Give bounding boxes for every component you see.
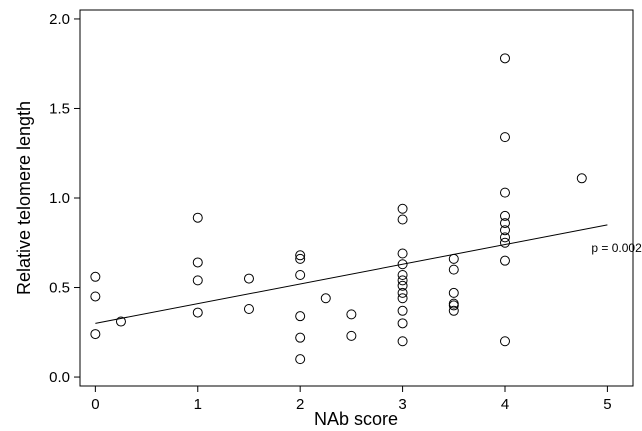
data-point: [397, 336, 408, 347]
data-point: [499, 210, 510, 221]
y-tick-label: 1.0: [49, 190, 70, 207]
x-axis-label: NAb score: [314, 409, 398, 429]
data-point: [397, 280, 408, 291]
data-point: [499, 237, 510, 248]
data-point: [397, 287, 408, 298]
data-point: [346, 309, 357, 320]
data-point: [192, 275, 203, 286]
data-point: [295, 253, 306, 264]
data-point: [295, 354, 306, 365]
y-tick-label: 1.5: [49, 100, 70, 117]
data-point: [448, 305, 459, 316]
data-point: [295, 250, 306, 261]
x-tick-label: 5: [603, 396, 611, 413]
data-point: [448, 300, 459, 311]
data-point: [295, 332, 306, 343]
data-point: [499, 225, 510, 236]
y-tick-label: 0.0: [49, 369, 70, 386]
data-point: [397, 305, 408, 316]
x-tick-label: 2: [296, 396, 304, 413]
data-point: [320, 293, 331, 304]
y-tick-label: 0.5: [49, 280, 70, 297]
data-point: [192, 212, 203, 223]
data-point: [397, 318, 408, 329]
data-point: [397, 259, 408, 270]
data-point: [448, 253, 459, 264]
x-tick-label: 3: [398, 396, 406, 413]
data-point: [243, 273, 254, 284]
x-tick-label: 0: [91, 396, 99, 413]
data-point: [192, 307, 203, 318]
regression-line-group: [95, 224, 608, 324]
data-point: [346, 330, 357, 341]
p-value-annotation: p = 0.002: [591, 241, 642, 255]
data-point: [192, 257, 203, 268]
data-point: [397, 248, 408, 259]
data-point: [397, 293, 408, 304]
data-point: [397, 275, 408, 286]
y-tick-label: 2.0: [49, 11, 70, 28]
data-point: [499, 232, 510, 243]
data-point: [499, 187, 510, 198]
data-point: [90, 271, 101, 282]
x-tick-label: 4: [501, 396, 509, 413]
data-point: [397, 269, 408, 280]
data-point: [115, 316, 126, 327]
y-axis-label: Relative telomere length: [14, 101, 34, 295]
data-point: [90, 291, 101, 302]
x-tick-label: 1: [194, 396, 202, 413]
x-axis: 0 1 2 3 4 5: [91, 386, 612, 413]
data-point: [576, 173, 587, 184]
data-point: [448, 287, 459, 298]
y-axis: 0.0 0.5 1.0 1.5 2.0: [49, 11, 80, 386]
data-point: [499, 132, 510, 143]
data-points: [90, 53, 587, 365]
data-point: [397, 214, 408, 225]
data-point: [90, 329, 101, 340]
data-point: [295, 311, 306, 322]
regression-line: [95, 224, 608, 324]
data-point: [499, 53, 510, 64]
data-point: [243, 304, 254, 315]
data-point: [397, 203, 408, 214]
data-point: [499, 218, 510, 229]
plot-area-frame: [79, 9, 634, 387]
data-point: [448, 264, 459, 275]
data-point: [499, 255, 510, 266]
data-point: [295, 269, 306, 280]
data-point: [499, 336, 510, 347]
